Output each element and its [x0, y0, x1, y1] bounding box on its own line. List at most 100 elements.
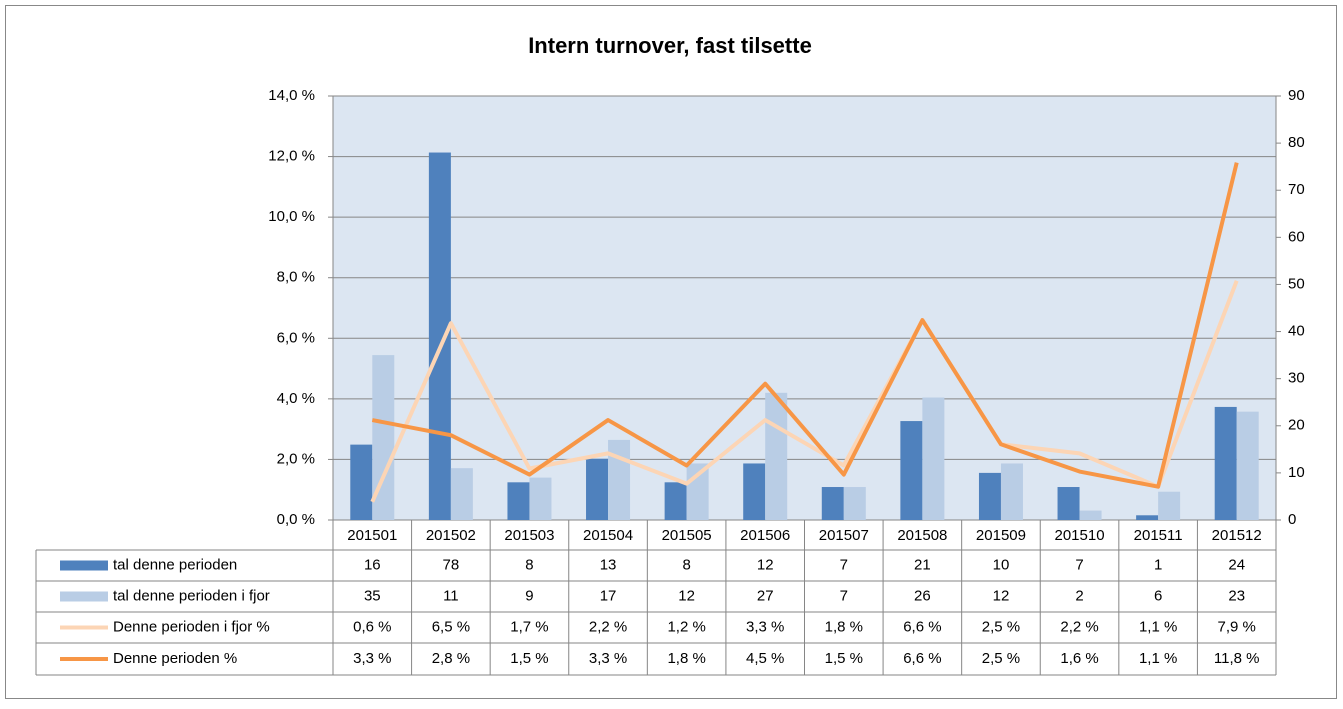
legend-key — [60, 560, 108, 571]
bar — [900, 421, 923, 520]
table-cell: 2,2 % — [589, 618, 627, 635]
y-tick-label: 2,0 % — [277, 450, 315, 467]
table-cell: 2 — [1075, 587, 1083, 604]
bar — [1158, 491, 1181, 520]
table-cell: 12 — [993, 587, 1010, 604]
table-cell: 6,6 % — [903, 618, 941, 635]
bar — [586, 458, 609, 520]
table-cell: 4,5 % — [746, 650, 784, 667]
table-cell: 2,2 % — [1060, 618, 1098, 635]
table-cell: 3,3 % — [589, 650, 627, 667]
bar — [372, 355, 395, 520]
table-cell: 7 — [840, 556, 848, 573]
y-tick-label: 14,0 % — [268, 87, 315, 104]
table-cell: 12 — [678, 587, 695, 604]
table-cell: 16 — [364, 556, 381, 573]
x-tick-label: 201510 — [1055, 527, 1105, 544]
table-cell: 8 — [525, 556, 533, 573]
x-tick-label: 201511 — [1134, 527, 1183, 544]
bar — [978, 472, 1001, 520]
table-cell: 0,6 % — [353, 618, 391, 635]
table-cell: 23 — [1228, 587, 1245, 604]
table-cell: 21 — [914, 556, 931, 573]
y2-tick-label: 0 — [1288, 511, 1296, 528]
table-cell: 11 — [443, 587, 459, 604]
table-cell: 3,3 % — [353, 650, 391, 667]
table-cell: 1,8 % — [825, 618, 863, 635]
table-cell: 2,5 % — [982, 650, 1020, 667]
table-cell: 7 — [1075, 556, 1083, 573]
bar — [664, 482, 687, 520]
x-tick-label: 201503 — [504, 527, 554, 544]
table-cell: 78 — [443, 556, 460, 573]
table-cell: 26 — [914, 587, 931, 604]
x-tick-label: 201506 — [740, 527, 790, 544]
bar — [1136, 515, 1159, 520]
table-cell: 12 — [757, 556, 774, 573]
table-cell: 2,8 % — [432, 650, 470, 667]
y-tick-label: 6,0 % — [277, 329, 315, 346]
bar — [1236, 411, 1259, 520]
x-tick-label: 201501 — [347, 527, 397, 544]
legend-label: tal denne perioden — [113, 556, 237, 573]
table-cell: 2,5 % — [982, 618, 1020, 635]
y-tick-label: 4,0 % — [277, 390, 315, 407]
table-cell: 8 — [682, 556, 690, 573]
y2-tick-label: 80 — [1288, 134, 1305, 151]
table-cell: 1,1 % — [1139, 618, 1177, 635]
x-tick-label: 201502 — [426, 527, 476, 544]
bar — [743, 463, 766, 520]
y2-tick-label: 90 — [1288, 87, 1305, 104]
table-cell: 13 — [600, 556, 617, 573]
y-tick-label: 12,0 % — [268, 148, 315, 165]
bar — [843, 487, 866, 520]
table-cell: 11,8 % — [1214, 650, 1260, 667]
y2-tick-label: 50 — [1288, 275, 1305, 292]
bar — [507, 482, 530, 520]
table-cell: 1,2 % — [667, 618, 705, 635]
table-cell: 17 — [600, 587, 617, 604]
bar — [821, 487, 844, 520]
table-cell: 1,5 % — [825, 650, 863, 667]
chart-title: Intern turnover, fast tilsette — [528, 33, 812, 58]
table-cell: 1,8 % — [667, 650, 705, 667]
plot-area — [332, 95, 1277, 521]
x-tick-label: 201507 — [819, 527, 869, 544]
y2-tick-label: 60 — [1288, 228, 1305, 245]
y2-tick-label: 20 — [1288, 417, 1305, 434]
x-tick-label: 201505 — [662, 527, 712, 544]
table-cell: 6,6 % — [903, 650, 941, 667]
legend-label: Denne perioden i fjor % — [113, 618, 270, 635]
table-cell: 1 — [1154, 556, 1162, 573]
table-cell: 1,6 % — [1060, 650, 1098, 667]
bar — [686, 463, 709, 520]
x-tick-label: 201504 — [583, 527, 633, 544]
table-cell: 27 — [757, 587, 774, 604]
table-cell: 6 — [1154, 587, 1162, 604]
legend-key — [60, 591, 108, 602]
y-tick-label: 10,0 % — [268, 208, 315, 225]
table-cell: 6,5 % — [432, 618, 470, 635]
table-cell: 35 — [364, 587, 381, 604]
bar — [350, 444, 373, 520]
line-series — [370, 280, 1239, 503]
bar — [1000, 463, 1023, 520]
x-tick-label: 201508 — [897, 527, 947, 544]
y2-tick-label: 10 — [1288, 464, 1305, 481]
table-cell: 1,5 % — [510, 650, 548, 667]
table-cell: 3,3 % — [746, 618, 784, 635]
y2-tick-label: 70 — [1288, 181, 1305, 198]
table-cell: 10 — [993, 556, 1010, 573]
y-tick-label: 8,0 % — [277, 269, 315, 286]
bar — [428, 152, 451, 521]
bar — [1214, 406, 1237, 520]
legend-label: tal denne perioden i fjor — [113, 587, 270, 604]
table-cell: 7,9 % — [1218, 618, 1256, 635]
x-tick-label: 201509 — [976, 527, 1026, 544]
bar — [450, 468, 473, 520]
table-cell: 24 — [1228, 556, 1245, 573]
y-tick-label: 0,0 % — [277, 511, 315, 528]
bar — [1057, 487, 1080, 520]
bar — [765, 392, 788, 520]
